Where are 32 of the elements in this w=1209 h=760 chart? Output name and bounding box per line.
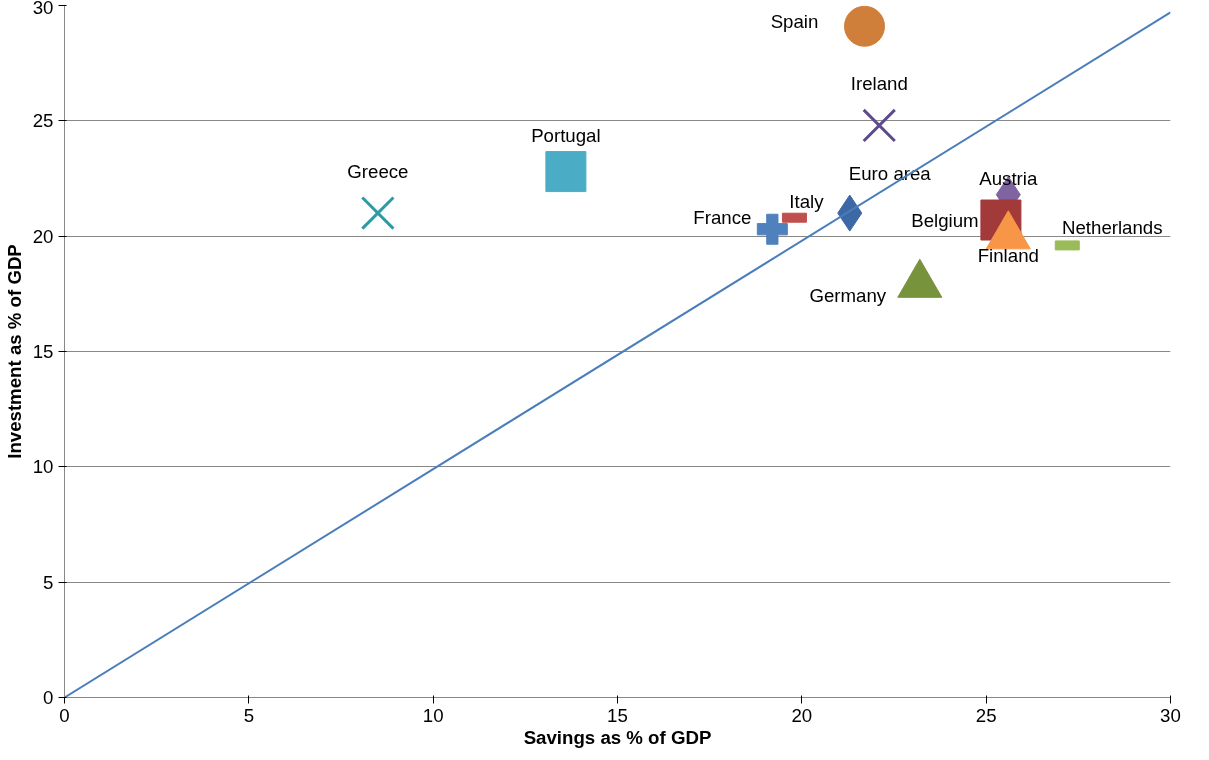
y-tick-label: 10: [32, 456, 54, 478]
y-tick-label: 20: [32, 225, 54, 247]
series-label: Austria: [979, 168, 1038, 190]
x-tick-label: 5: [243, 704, 255, 726]
series-label: Ireland: [850, 72, 908, 94]
y-tick-label: 5: [43, 571, 54, 593]
x-tick-label: 30: [1160, 704, 1181, 726]
point: [862, 108, 897, 143]
point: [756, 213, 788, 245]
x-tick-label: 20: [791, 704, 813, 726]
series-label: Belgium: [911, 209, 979, 231]
y-axis-title: Investment as % of GDP: [3, 244, 25, 459]
y-tick-label: 0: [43, 687, 54, 708]
x-tick-label: 10: [422, 704, 444, 726]
point: [360, 196, 395, 231]
y-tick-label: 30: [32, 0, 54, 18]
series-label: Italy: [789, 191, 825, 213]
x-tick-label: 15: [607, 704, 628, 726]
x-tick-label: 0: [59, 704, 70, 726]
x-tick-label: 25: [975, 704, 997, 726]
y-tick-label: 25: [32, 110, 54, 132]
point: [844, 5, 886, 47]
y-tick-label: 15: [32, 341, 54, 362]
series-label: Portugal: [531, 125, 601, 147]
point: [545, 151, 587, 193]
series-label: Finland: [977, 244, 1039, 266]
series-label: Greece: [347, 160, 409, 182]
series-label: Spain: [770, 10, 819, 32]
series-label: Netherlands: [1061, 216, 1163, 238]
series-label: Germany: [809, 285, 887, 307]
x-axis-title: Savings as % of GDP: [523, 726, 712, 748]
series-label: France: [693, 206, 752, 228]
